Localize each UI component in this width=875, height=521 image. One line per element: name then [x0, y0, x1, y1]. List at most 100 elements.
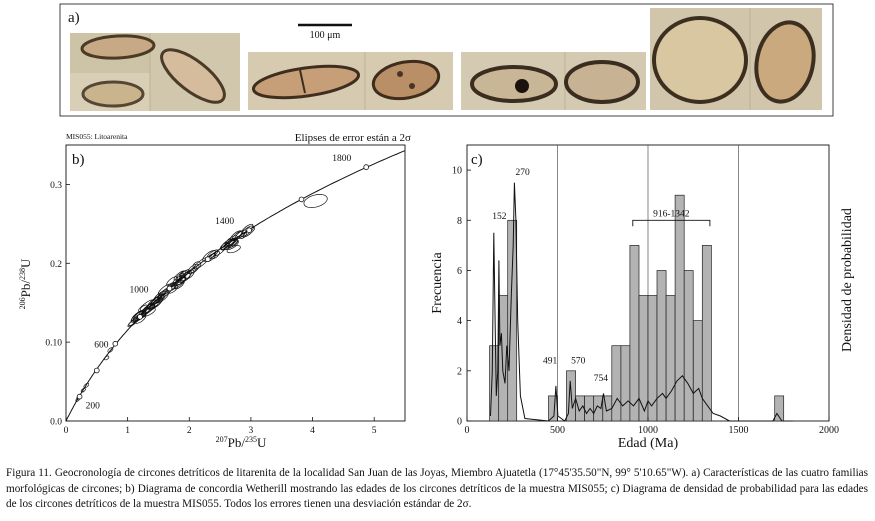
concordia-marker	[298, 196, 305, 203]
histogram-bar	[629, 245, 640, 422]
panel-a-label: a)	[68, 10, 80, 26]
peak-label: 754	[594, 374, 609, 384]
histogram-bar	[507, 219, 518, 422]
scale-bar: 100 μm	[298, 23, 352, 41]
error-ellipse	[187, 263, 200, 275]
concordia-age-label: 1800	[332, 154, 351, 164]
panel-b-label: b)	[72, 152, 85, 168]
x-tick-label: 3	[249, 426, 254, 436]
x-tick-label: 2000	[819, 425, 839, 436]
zircon-photo-family-3	[461, 52, 646, 110]
y-axis-base: Pb/	[18, 280, 33, 298]
peak-labels: 152 270 491 570 754	[492, 168, 608, 384]
error-ellipse	[156, 292, 169, 303]
bracket-label: 916-1342	[653, 209, 690, 219]
peak-label: 491	[543, 356, 558, 366]
error-ellipse	[174, 276, 187, 287]
error-ellipse	[179, 272, 191, 283]
error-ellipse	[303, 194, 328, 208]
x-tick-label: 0	[64, 426, 69, 436]
x-axis-base2: U	[257, 435, 267, 450]
histogram-bar	[611, 345, 622, 422]
age-range-bracket: 916-1342	[632, 209, 711, 227]
error-ellipse	[166, 281, 178, 292]
error-ellipse	[142, 306, 150, 315]
bracket-line	[632, 219, 711, 227]
panel-b-frame	[65, 144, 406, 422]
concordia-age-markers	[76, 164, 370, 400]
histogram-bar	[674, 194, 685, 422]
histogram-bar	[665, 295, 676, 422]
x-axis-label: Edad (Ma)	[618, 436, 679, 451]
histogram-bars	[489, 194, 785, 422]
concordia-marker	[166, 285, 173, 292]
y-tick-label: 2	[457, 366, 462, 377]
peak-label: 570	[571, 356, 586, 366]
concordia-age-label: 1400	[215, 217, 234, 227]
y-left-axis-label: Frecuencia	[430, 252, 445, 314]
histogram-bar	[701, 245, 712, 422]
x-tick-label: 4	[310, 426, 315, 436]
y-axis-sup: 206	[18, 297, 27, 309]
error-ellipse	[104, 355, 110, 361]
peak-label: 270	[516, 168, 531, 178]
concordia-age-label: 600	[94, 341, 109, 351]
y-tick-label: 0.2	[50, 260, 62, 270]
y-tick-label: 0.3	[50, 181, 62, 191]
y-tick-label: 6	[457, 266, 462, 277]
error-ellipse	[132, 313, 143, 322]
x-tick-label: 500	[550, 425, 565, 436]
concordia-age-labels: 200 600 1000 1400 1800	[86, 154, 352, 412]
probability-density-curve	[490, 182, 793, 422]
concordia-marker	[112, 340, 119, 347]
error-ellipse	[80, 387, 86, 393]
peak-label: 152	[492, 212, 507, 222]
y-tick-label: 0	[457, 417, 462, 428]
y-right-axis-label: Densidad de probabilidad	[840, 208, 855, 352]
panel-b: MIS055: Litoarenita Elipses de error est…	[18, 132, 411, 450]
y-axis-base2: U	[18, 258, 33, 268]
ellipse-note: Elipses de error están a 2σ	[295, 132, 411, 144]
zircon-photo-family-2	[248, 52, 453, 110]
x-tick-label: 0	[465, 425, 470, 436]
error-ellipse	[240, 225, 254, 237]
y-axis-ticks: 0.0 0.10 0.2 0.3	[45, 181, 70, 428]
error-ellipse	[83, 382, 90, 389]
y-axis-ticks: 0 2 4 6 8 10	[452, 166, 471, 428]
error-ellipse	[153, 290, 166, 301]
error-ellipse	[157, 283, 172, 296]
y-axis-sup2: 238	[18, 268, 27, 280]
x-tick-label: 1000	[638, 425, 658, 436]
panel-a: a) 100 μm	[59, 3, 834, 117]
y-tick-label: 0.0	[50, 418, 62, 428]
y-tick-label: 0.10	[45, 339, 62, 349]
error-ellipse	[178, 270, 188, 279]
panel-c-label: c)	[471, 152, 483, 168]
x-axis-base: Pb/	[228, 435, 246, 450]
concordia-marker	[363, 164, 370, 170]
x-tick-label: 2	[187, 426, 192, 436]
concordia-age-label: 1000	[130, 286, 149, 296]
concordia-marker	[137, 314, 143, 320]
error-ellipse	[226, 245, 241, 254]
concordia-marker	[94, 367, 100, 374]
x-tick-label: 1	[125, 426, 130, 436]
scale-bar-label: 100 μm	[310, 30, 341, 41]
x-axis-ticks: 0 1 2 3 4 5	[64, 417, 377, 436]
figure-caption: Figura 11. Geocronología de circones det…	[6, 467, 868, 511]
x-axis-sup2: 235	[245, 435, 257, 444]
x-axis-label: 207Pb/235U	[216, 435, 267, 450]
sample-label: MIS055: Litoarenita	[66, 132, 128, 141]
error-ellipse	[166, 276, 179, 287]
histogram-bar	[774, 395, 785, 422]
concordia-marker	[205, 256, 211, 263]
histogram-bar	[683, 270, 694, 422]
y-tick-label: 10	[452, 166, 462, 177]
histogram-bar	[656, 270, 667, 422]
error-ellipse	[189, 266, 198, 274]
histogram-bar	[584, 395, 595, 422]
x-tick-label: 5	[372, 426, 377, 436]
x-axis-ticks: 0 500 1000 1500 2000	[465, 417, 839, 436]
concordia-marker	[246, 227, 252, 234]
